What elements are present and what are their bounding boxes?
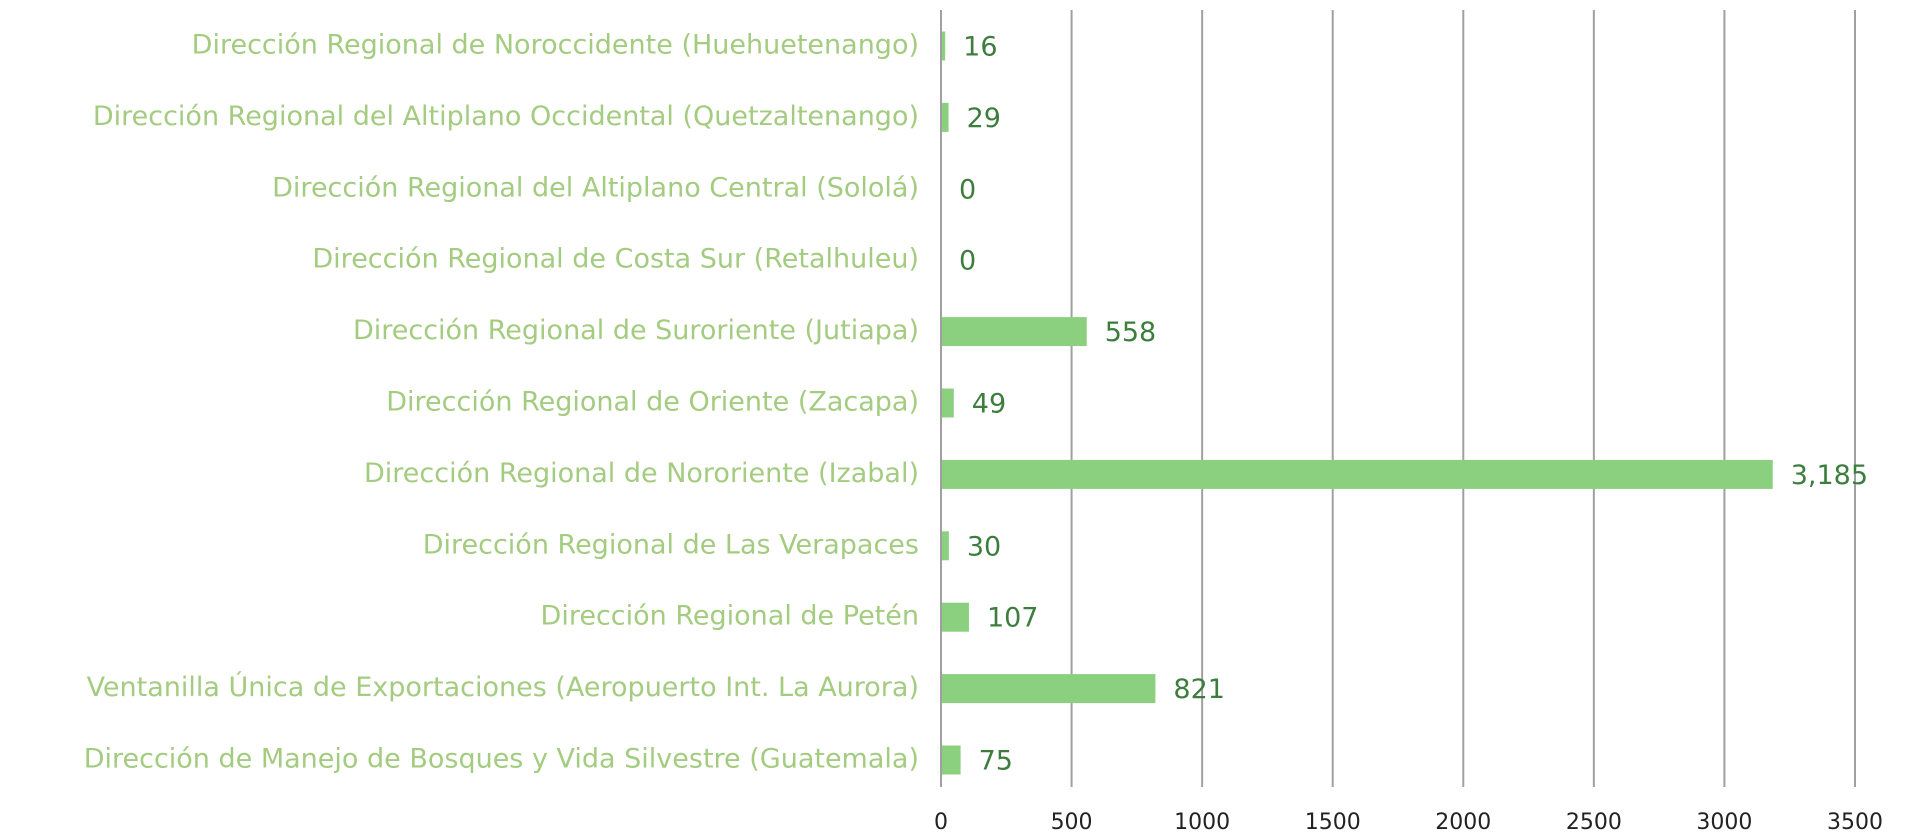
value-label: 821 [1173, 674, 1225, 705]
value-label: 3,185 [1791, 460, 1868, 491]
x-tick-label: 1500 [1305, 810, 1361, 835]
bar [941, 388, 954, 418]
x-tick-label: 2000 [1435, 810, 1491, 835]
value-label: 0 [959, 246, 976, 277]
category-label: Dirección Regional de Costa Sur (Retalhu… [312, 244, 919, 275]
bar [941, 602, 969, 632]
value-label: 30 [967, 531, 1001, 562]
bar [941, 459, 1773, 489]
value-label: 16 [963, 32, 997, 63]
bar [941, 674, 1156, 704]
x-tick-label: 1000 [1174, 810, 1230, 835]
category-label: Dirección Regional de Suroriente (Jutiap… [353, 315, 919, 346]
x-tick-label: 0 [934, 810, 948, 835]
x-tick-label: 2500 [1566, 810, 1622, 835]
x-tick-label: 500 [1051, 810, 1093, 835]
value-label: 107 [987, 603, 1039, 634]
category-label: Dirección Regional de Las Verapaces [423, 529, 919, 560]
category-label: Ventanilla Única de Exportaciones (Aerop… [87, 671, 919, 703]
x-tick-label: 3500 [1827, 810, 1883, 835]
bar [941, 745, 961, 775]
category-label: Dirección Regional de Oriente (Zacapa) [386, 387, 919, 418]
x-tick-label: 3000 [1696, 810, 1752, 835]
category-label: Dirección Regional del Altiplano Central… [272, 172, 919, 203]
value-label: 29 [967, 103, 1001, 134]
bar [941, 102, 949, 132]
value-label: 49 [972, 389, 1006, 420]
category-label: Dirección Regional del Altiplano Occiden… [93, 101, 919, 132]
bar [941, 317, 1087, 347]
value-label: 75 [979, 746, 1013, 777]
category-label: Dirección de Manejo de Bosques y Vida Si… [84, 744, 919, 775]
bar [941, 31, 946, 61]
category-label: Dirección Regional de Noroccidente (Hueh… [192, 30, 919, 61]
value-label: 558 [1105, 317, 1157, 348]
bar [941, 531, 949, 561]
value-label: 0 [959, 174, 976, 205]
category-label: Dirección Regional de Petén [541, 601, 919, 632]
category-label: Dirección Regional de Nororiente (Izabal… [364, 458, 919, 489]
